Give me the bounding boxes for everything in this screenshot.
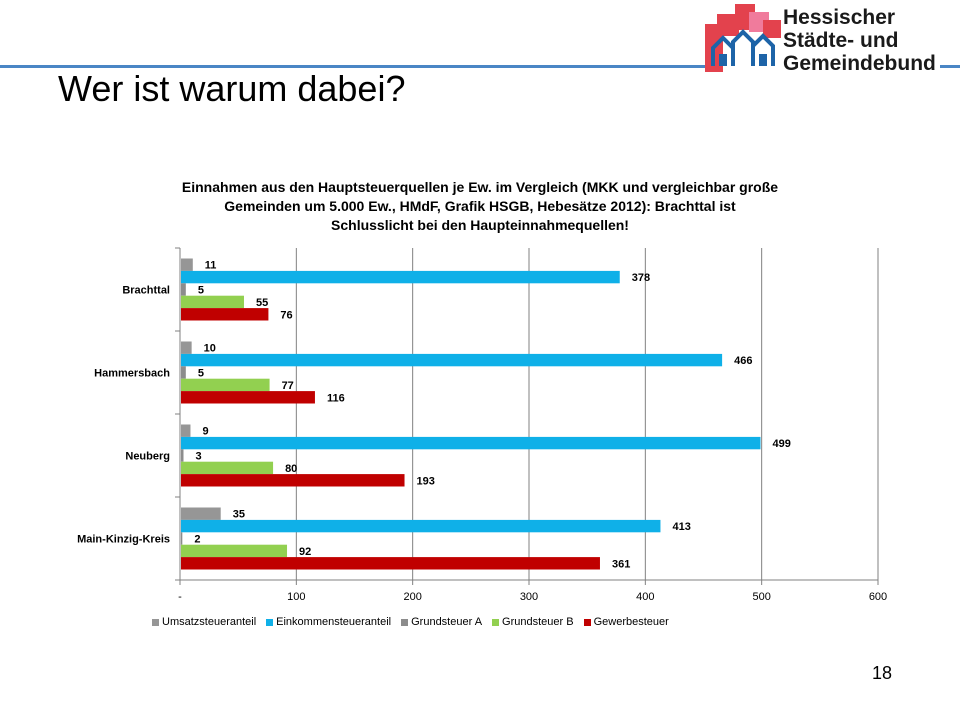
y-category-label: Neuberg: [125, 451, 170, 463]
x-tick-label: 300: [520, 591, 538, 603]
x-tick-label: 600: [869, 591, 887, 603]
x-tick-label: 100: [287, 591, 305, 603]
legend-swatch: [492, 618, 500, 626]
chart-title-line-1: Einnahmen aus den Hauptsteuerquellen je …: [181, 179, 779, 195]
bar: [181, 507, 221, 520]
bar: [181, 366, 186, 379]
y-category-label: Hammersbach: [94, 368, 170, 380]
logo-line-3: Gemeindebund: [783, 52, 936, 75]
chart-legend: Umsatzsteueranteil Einkommensteueranteil G…: [152, 616, 669, 628]
data-label: 11: [205, 260, 217, 272]
x-tick-label: 200: [403, 591, 421, 603]
data-label: 116: [327, 392, 345, 404]
bar: [181, 353, 723, 367]
logo-emblem-icon: [705, 4, 781, 72]
legend-label: Gewerbesteuer: [593, 616, 669, 628]
chart-title: Einnahmen aus den Hauptsteuerquellen je …: [120, 178, 840, 235]
bar: [181, 308, 269, 321]
data-label: 92: [299, 546, 311, 558]
legend-item: Umsatzsteueranteil: [152, 616, 256, 628]
data-label: 193: [417, 475, 435, 487]
chart-title-line-3: Schlusslicht bei den Haupteinnahmequelle…: [331, 217, 629, 233]
bar: [181, 474, 405, 487]
data-label: 10: [204, 343, 216, 355]
data-label: 466: [734, 355, 752, 367]
bar: [181, 461, 274, 475]
data-label: 361: [612, 558, 630, 570]
legend-label: Umsatzsteueranteil: [162, 616, 257, 628]
legend-swatch: [583, 618, 591, 626]
logo-line-2: Städte- und: [783, 29, 899, 52]
legend-item: Grundsteuer B: [492, 616, 574, 628]
y-category-label: Main-Kinzig-Kreis: [77, 534, 170, 546]
bar: [181, 532, 183, 545]
data-label: 378: [632, 272, 650, 284]
bar: [181, 378, 270, 392]
bar: [181, 283, 186, 296]
data-label: 499: [773, 438, 791, 450]
data-label: 35: [233, 509, 245, 521]
logo: Hessischer Städte- und Gemeindebund: [705, 4, 940, 76]
legend-label: Grundsteuer B: [502, 616, 574, 628]
bar: [181, 519, 661, 533]
bar: [181, 270, 620, 284]
legend-item: Gewerbesteuer: [583, 616, 669, 628]
data-label: 76: [280, 309, 292, 321]
data-label: 5: [198, 285, 204, 297]
page-number: 18: [872, 663, 893, 683]
legend-label: Einkommensteueranteil: [276, 616, 392, 628]
data-label: 55: [256, 297, 268, 309]
x-tick-label: -: [178, 591, 182, 603]
bar: [181, 544, 288, 558]
bar: [181, 424, 191, 437]
bar: [181, 449, 184, 462]
bar: [181, 258, 193, 271]
legend-swatch: [152, 618, 159, 626]
slide-title: Wer ist warum dabei?: [58, 68, 406, 109]
legend-label: Grundsteuer A: [411, 616, 483, 628]
data-label: 5: [198, 368, 204, 380]
y-category-label: Brachttal: [122, 285, 170, 297]
bar: [181, 557, 600, 570]
logo-line-1: Hessischer: [783, 6, 896, 29]
legend-item: Einkommensteueranteil: [266, 616, 391, 628]
header-accent-line: [0, 65, 960, 68]
legend-swatch: [266, 618, 274, 626]
legend-swatch: [401, 618, 409, 626]
logo-text: Hessischer Städte- und Gemeindebund: [783, 6, 936, 75]
x-tick-label: 500: [752, 591, 770, 603]
data-label: 413: [672, 521, 690, 533]
data-label: 77: [282, 380, 294, 392]
x-tick-label: 400: [636, 591, 654, 603]
data-label: 80: [285, 463, 297, 475]
chart-title-line-2: Gemeinden um 5.000 Ew., HMdF, Grafik HSG…: [224, 198, 736, 214]
bar: [181, 341, 192, 354]
legend-item: Grundsteuer A: [401, 616, 482, 628]
bar: [181, 391, 315, 404]
data-label: 9: [202, 426, 208, 438]
bar: [181, 295, 244, 309]
data-label: 3: [195, 451, 201, 463]
data-label: 2: [194, 534, 200, 546]
bar: [181, 436, 761, 450]
